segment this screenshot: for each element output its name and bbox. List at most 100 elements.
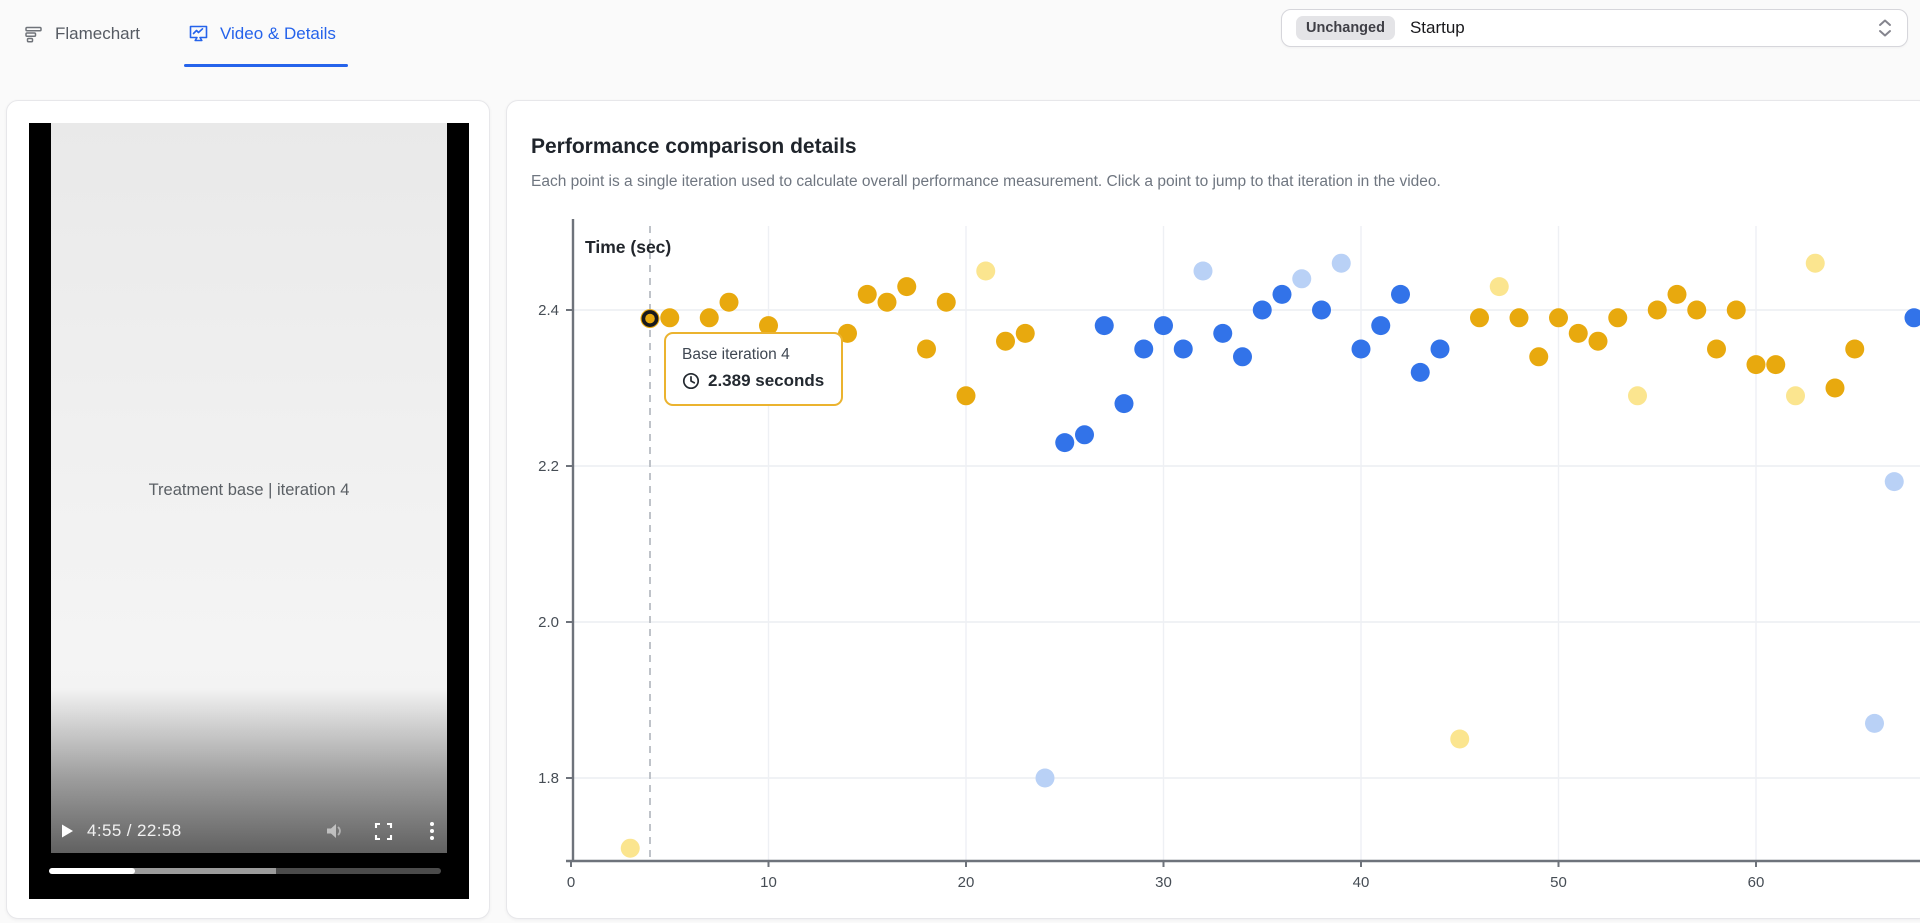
point-treatment-26[interactable]: [1075, 425, 1094, 445]
fullscreen-icon: [374, 822, 393, 840]
point-base-7[interactable]: [699, 308, 719, 328]
video-progress-bar[interactable]: [49, 868, 441, 874]
tab-flamechart[interactable]: Flamechart: [24, 0, 140, 67]
point-treatment-38[interactable]: [1312, 300, 1331, 320]
point-treatment-44[interactable]: [1430, 339, 1450, 359]
video-time: 4:55 / 22:58: [87, 821, 182, 840]
tab-video-details[interactable]: Video & Details: [184, 0, 348, 67]
svg-text:40: 40: [1353, 874, 1370, 891]
play-button[interactable]: [57, 821, 77, 841]
svg-text:0: 0: [567, 874, 575, 891]
point-base-22[interactable]: [996, 331, 1015, 351]
point-tooltip: Base iteration 4 2.389 seconds: [664, 332, 843, 406]
scatter-chart: 2.4 2.2 2.0 1.8 0 10 20 30 40 50 60 Time (sec): [538, 219, 1920, 891]
point-base-46[interactable]: [1470, 308, 1489, 328]
point-base-10[interactable]: [759, 316, 778, 336]
video-frame: Treatment base | iteration 4 4:55 / 22:5…: [51, 123, 447, 853]
video-controls-shade: [51, 688, 447, 853]
tooltip-value: 2.389 seconds: [708, 371, 825, 390]
svg-text:30: 30: [1155, 874, 1172, 891]
point-treatment-40[interactable]: [1351, 339, 1371, 359]
point-base-8[interactable]: [719, 292, 739, 312]
svg-text:60: 60: [1748, 874, 1765, 891]
point-treatment-43[interactable]: [1410, 362, 1430, 382]
point-treatment-29[interactable]: [1134, 339, 1154, 359]
point-treatment-25[interactable]: [1055, 433, 1075, 453]
point-treatment-28[interactable]: [1114, 394, 1134, 414]
video-progress-buffered: [49, 868, 277, 874]
point-base-55[interactable]: [1647, 300, 1667, 320]
panel-title: Performance comparison details: [531, 135, 857, 159]
point-base-52[interactable]: [1588, 331, 1608, 351]
performance-panel: Performance comparison details Each poin…: [506, 100, 1920, 919]
metric-selector[interactable]: Unchanged Startup: [1281, 9, 1908, 47]
point-base-60[interactable]: [1746, 355, 1766, 375]
point-base-57[interactable]: [1687, 300, 1707, 320]
point-base-outlier-47[interactable]: [1489, 277, 1509, 297]
point-base-23[interactable]: [1015, 323, 1035, 343]
point-base-58[interactable]: [1707, 339, 1726, 359]
point-base-49[interactable]: [1529, 347, 1549, 367]
point-base-51[interactable]: [1568, 323, 1588, 343]
clock-icon: [682, 372, 700, 390]
video-controls: 4:55 / 22:58: [51, 815, 447, 847]
point-base-outlier-21[interactable]: [976, 261, 996, 281]
point-treatment-41[interactable]: [1371, 316, 1391, 336]
svg-text:2.0: 2.0: [538, 614, 559, 631]
point-base-17[interactable]: [897, 277, 917, 297]
volume-button[interactable]: [324, 821, 346, 841]
flamechart-icon: [25, 26, 42, 42]
point-treatment-outlier-24[interactable]: [1035, 768, 1055, 788]
point-base-59[interactable]: [1726, 300, 1746, 320]
play-icon: [62, 824, 73, 838]
point-treatment-outlier-37[interactable]: [1292, 269, 1312, 289]
svg-text:2.2: 2.2: [538, 458, 559, 475]
tab-flamechart-label: Flamechart: [55, 23, 141, 43]
vertical-dots-icon: [430, 822, 434, 840]
point-treatment-30[interactable]: [1154, 316, 1173, 336]
point-treatment-35[interactable]: [1252, 300, 1272, 320]
point-base-53[interactable]: [1608, 308, 1628, 328]
point-treatment-27[interactable]: [1094, 316, 1114, 336]
svg-text:2.4: 2.4: [538, 302, 559, 319]
point-treatment-68[interactable]: [1904, 308, 1920, 328]
more-options-button[interactable]: [429, 821, 435, 841]
point-treatment-34[interactable]: [1233, 347, 1252, 367]
point-treatment-outlier-32[interactable]: [1193, 261, 1213, 281]
point-base-outlier-45[interactable]: [1450, 729, 1470, 749]
status-badge: Unchanged: [1296, 16, 1395, 40]
point-treatment-outlier-39[interactable]: [1331, 253, 1351, 273]
point-base-19[interactable]: [936, 292, 956, 312]
point-treatment-31[interactable]: [1173, 339, 1193, 359]
point-treatment-42[interactable]: [1391, 284, 1410, 304]
point-base-15[interactable]: [857, 284, 877, 304]
svg-text:20: 20: [958, 874, 975, 891]
point-base-18[interactable]: [917, 339, 936, 359]
point-treatment-outlier-67[interactable]: [1884, 472, 1904, 492]
fullscreen-button[interactable]: [374, 822, 393, 841]
point-base-outlier-63[interactable]: [1805, 253, 1825, 273]
svg-text:1.8: 1.8: [538, 770, 559, 787]
point-base-5[interactable]: [660, 308, 680, 328]
point-base-outlier-62[interactable]: [1786, 386, 1805, 406]
point-treatment-33[interactable]: [1213, 323, 1233, 343]
point-treatment-36[interactable]: [1272, 284, 1292, 304]
point-base-61[interactable]: [1766, 355, 1786, 375]
svg-text:Time (sec): Time (sec): [585, 237, 671, 257]
tab-video-details-label: Video & Details: [220, 23, 336, 43]
tooltip-title: Base iteration 4: [682, 346, 790, 363]
point-base-outlier-3[interactable]: [620, 838, 640, 858]
point-base-20[interactable]: [956, 386, 976, 406]
selected-point-base-4[interactable]: [641, 310, 659, 327]
point-base-65[interactable]: [1845, 339, 1865, 359]
point-base-16[interactable]: [877, 292, 897, 312]
video-card: Treatment base | iteration 4 4:55 / 22:5…: [6, 100, 490, 919]
point-base-64[interactable]: [1825, 378, 1845, 398]
point-base-outlier-54[interactable]: [1628, 386, 1647, 406]
point-base-48[interactable]: [1509, 308, 1529, 328]
point-treatment-outlier-66[interactable]: [1865, 713, 1884, 733]
point-base-50[interactable]: [1549, 308, 1568, 328]
video-player[interactable]: Treatment base | iteration 4 4:55 / 22:5…: [29, 123, 469, 899]
point-base-56[interactable]: [1667, 284, 1687, 304]
